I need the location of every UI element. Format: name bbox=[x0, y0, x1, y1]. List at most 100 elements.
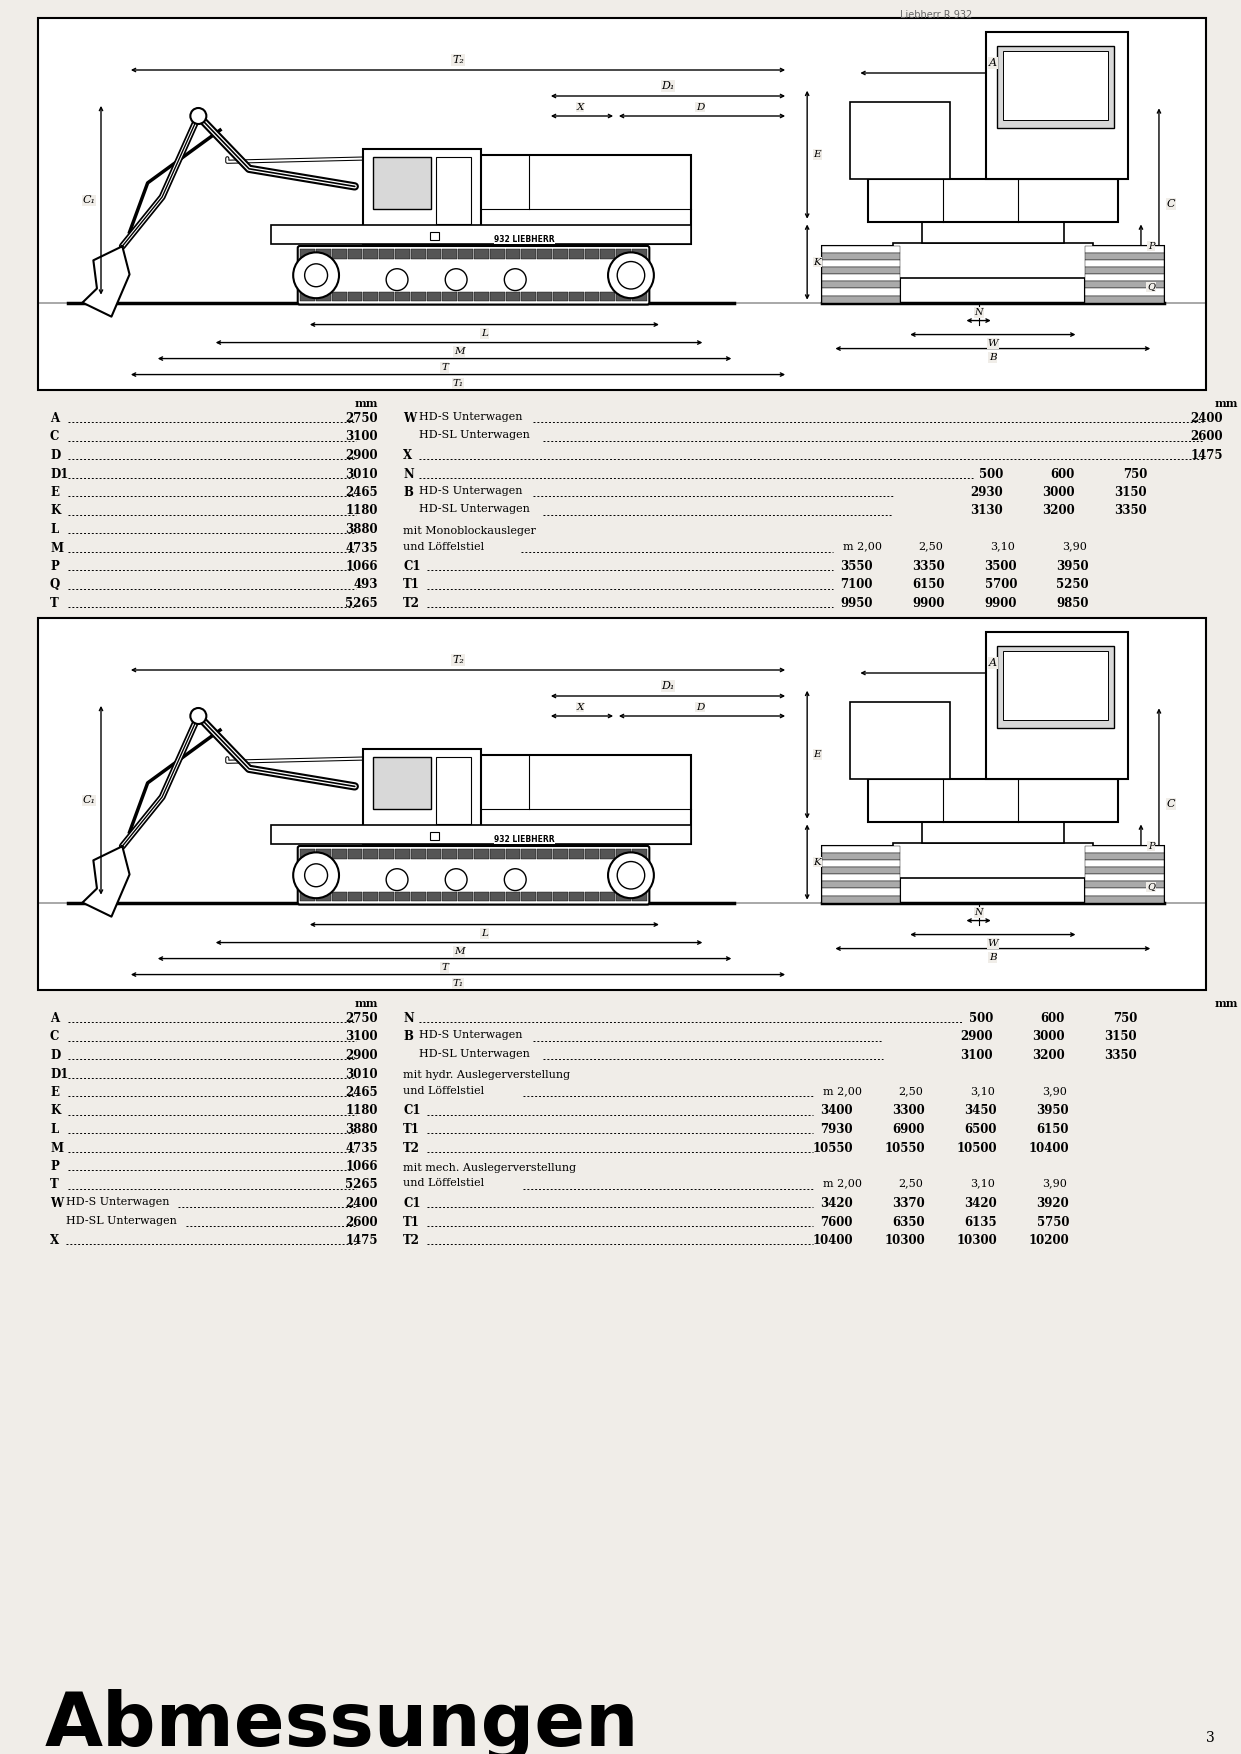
Text: 500: 500 bbox=[979, 468, 1003, 481]
Text: 4735: 4735 bbox=[345, 1142, 379, 1154]
Text: D: D bbox=[50, 1049, 61, 1061]
Bar bbox=[1086, 246, 1164, 302]
Bar bbox=[364, 891, 379, 902]
Text: 2600: 2600 bbox=[345, 1216, 379, 1228]
Text: 10200: 10200 bbox=[1029, 1235, 1069, 1247]
Bar bbox=[347, 291, 362, 302]
Text: B: B bbox=[989, 952, 997, 961]
Bar bbox=[347, 849, 362, 859]
Text: P: P bbox=[1148, 242, 1154, 251]
Bar bbox=[537, 249, 552, 260]
Text: D1: D1 bbox=[50, 1068, 68, 1080]
Bar bbox=[395, 849, 410, 859]
Bar bbox=[411, 291, 426, 302]
Circle shape bbox=[386, 868, 408, 891]
Bar bbox=[1086, 896, 1164, 903]
Text: 3130: 3130 bbox=[970, 505, 1003, 517]
Text: 500: 500 bbox=[969, 1012, 993, 1024]
Text: Abmessungen: Abmessungen bbox=[45, 1687, 639, 1754]
Text: mm: mm bbox=[1215, 398, 1239, 409]
Bar bbox=[822, 868, 900, 875]
Bar bbox=[364, 849, 379, 859]
Text: HD-SL Unterwagen: HD-SL Unterwagen bbox=[419, 505, 530, 514]
Polygon shape bbox=[82, 246, 129, 317]
Bar bbox=[850, 102, 951, 179]
Text: 3100: 3100 bbox=[345, 1031, 379, 1044]
Circle shape bbox=[190, 109, 206, 125]
Text: M: M bbox=[454, 347, 464, 356]
Bar bbox=[474, 291, 489, 302]
Bar bbox=[411, 249, 426, 260]
Text: 3000: 3000 bbox=[1033, 1031, 1065, 1044]
Bar bbox=[458, 849, 473, 859]
Bar bbox=[822, 253, 900, 260]
Bar bbox=[436, 758, 472, 824]
Text: mm: mm bbox=[1215, 998, 1239, 1009]
Bar bbox=[617, 291, 630, 302]
Bar bbox=[822, 260, 900, 267]
Circle shape bbox=[608, 253, 654, 298]
Text: 1066: 1066 bbox=[345, 1159, 379, 1173]
Text: 3150: 3150 bbox=[1104, 1031, 1137, 1044]
Text: 2400: 2400 bbox=[345, 1196, 379, 1210]
Bar bbox=[347, 891, 362, 902]
Text: K: K bbox=[813, 258, 822, 267]
Text: 2750: 2750 bbox=[345, 1012, 379, 1024]
Text: M: M bbox=[454, 947, 464, 956]
Bar bbox=[474, 849, 489, 859]
Text: 1180: 1180 bbox=[345, 1105, 379, 1117]
Bar bbox=[568, 849, 583, 859]
Bar bbox=[411, 891, 426, 902]
Bar bbox=[436, 158, 472, 223]
Text: L: L bbox=[50, 523, 58, 537]
Text: 3010: 3010 bbox=[345, 1068, 379, 1080]
Bar bbox=[474, 891, 489, 902]
Bar bbox=[38, 617, 1206, 989]
Bar bbox=[364, 291, 379, 302]
Bar bbox=[521, 849, 536, 859]
Bar bbox=[985, 631, 1128, 779]
Text: 3880: 3880 bbox=[345, 523, 379, 537]
Bar bbox=[1086, 868, 1164, 875]
Bar bbox=[632, 891, 647, 902]
Text: X: X bbox=[403, 449, 412, 461]
Bar bbox=[300, 891, 315, 902]
Text: D₁: D₁ bbox=[661, 81, 675, 91]
Bar bbox=[1086, 875, 1164, 882]
Bar bbox=[585, 249, 599, 260]
Text: T: T bbox=[441, 963, 448, 972]
Text: 10300: 10300 bbox=[957, 1235, 997, 1247]
Text: HD-S Unterwagen: HD-S Unterwagen bbox=[419, 486, 522, 496]
Text: und Löffelstiel: und Löffelstiel bbox=[403, 1179, 484, 1189]
Bar bbox=[617, 849, 630, 859]
Text: 3450: 3450 bbox=[964, 1105, 997, 1117]
Text: 6135: 6135 bbox=[964, 1216, 997, 1228]
Text: Q: Q bbox=[50, 579, 61, 591]
Bar bbox=[300, 291, 315, 302]
Bar bbox=[997, 645, 1114, 728]
Bar bbox=[331, 291, 346, 302]
Text: 2750: 2750 bbox=[345, 412, 379, 424]
Text: 7930: 7930 bbox=[820, 1123, 853, 1137]
Text: 10500: 10500 bbox=[957, 1142, 997, 1154]
Bar bbox=[568, 249, 583, 260]
Bar bbox=[1086, 253, 1164, 260]
Text: 3350: 3350 bbox=[912, 560, 944, 574]
Text: 3500: 3500 bbox=[984, 560, 1018, 574]
Bar bbox=[922, 221, 1064, 242]
Text: K: K bbox=[50, 1105, 61, 1117]
Text: T2: T2 bbox=[403, 1235, 419, 1247]
Bar bbox=[490, 849, 505, 859]
Bar bbox=[1086, 260, 1164, 267]
Text: E: E bbox=[813, 151, 822, 160]
Bar bbox=[316, 291, 331, 302]
Bar bbox=[997, 46, 1114, 128]
Text: 10400: 10400 bbox=[1029, 1142, 1069, 1154]
Bar bbox=[585, 291, 599, 302]
Bar bbox=[395, 249, 410, 260]
Bar bbox=[521, 291, 536, 302]
Text: C1: C1 bbox=[403, 1105, 421, 1117]
Bar bbox=[316, 891, 331, 902]
Text: K: K bbox=[50, 505, 61, 517]
Bar bbox=[617, 891, 630, 902]
